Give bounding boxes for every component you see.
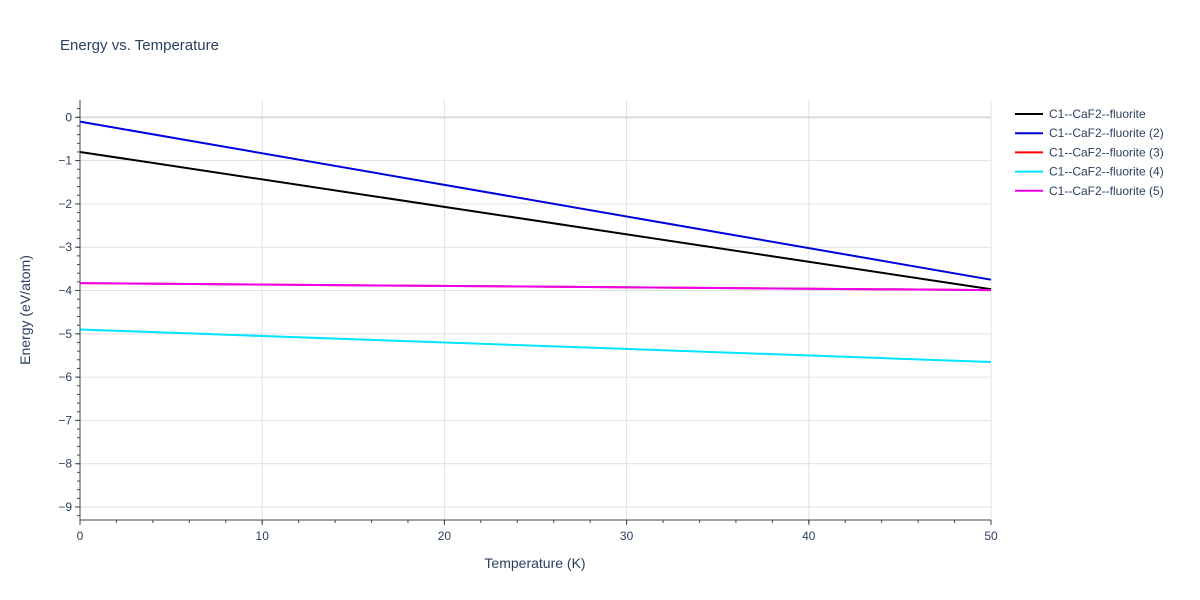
series-line-4 [79, 328, 992, 363]
legend-item-1[interactable]: C1--CaF2--fluorite [1015, 107, 1146, 121]
series-line-2 [79, 120, 992, 281]
plot-area [79, 120, 992, 363]
y-tick-label: −6 [58, 370, 72, 384]
y-tick-label: −3 [58, 240, 72, 254]
y-tick-label: −5 [58, 327, 72, 341]
y-tick-label: −4 [58, 284, 72, 298]
x-axis-title: Temperature (K) [484, 555, 585, 571]
legend-label: C1--CaF2--fluorite (2) [1049, 126, 1164, 140]
x-tick-label: 0 [77, 529, 84, 543]
y-axis-title: Energy (eV/atom) [17, 255, 33, 365]
legend[interactable]: C1--CaF2--fluorite C1--CaF2--fluorite (2)… [1015, 107, 1164, 198]
legend-item-4[interactable]: C1--CaF2--fluorite (4) [1015, 165, 1164, 179]
legend-item-3[interactable]: C1--CaF2--fluorite (3) [1015, 145, 1164, 159]
x-tick-label: 20 [438, 529, 452, 543]
legend-label: C1--CaF2--fluorite (4) [1049, 165, 1164, 179]
y-tick-label: −2 [58, 197, 72, 211]
y-tick-label: −7 [58, 413, 72, 427]
series-line-5 [79, 282, 992, 292]
grid [80, 100, 992, 520]
y-tick-label: −9 [58, 500, 72, 514]
y-tick-label: −8 [58, 457, 72, 471]
y-tick-label: 0 [65, 110, 72, 124]
legend-item-5[interactable]: C1--CaF2--fluorite (5) [1015, 184, 1164, 198]
legend-item-2[interactable]: C1--CaF2--fluorite (2) [1015, 126, 1164, 140]
x-tick-label: 10 [256, 529, 270, 543]
series-line-1 [79, 150, 992, 291]
x-tick-label: 50 [984, 529, 998, 543]
x-tick-label: 30 [620, 529, 634, 543]
y-tick-label: −1 [58, 154, 72, 168]
axes: 0 −1 −2 −3 −4 −5 −6 −7 −8 −9 0 10 20 30 40 50 [58, 100, 998, 543]
legend-label: C1--CaF2--fluorite [1049, 107, 1146, 121]
x-tick-label: 40 [802, 529, 816, 543]
legend-label: C1--CaF2--fluorite (3) [1049, 145, 1164, 159]
chart-title: Energy vs. Temperature [60, 37, 219, 54]
legend-label: C1--CaF2--fluorite (5) [1049, 184, 1164, 198]
